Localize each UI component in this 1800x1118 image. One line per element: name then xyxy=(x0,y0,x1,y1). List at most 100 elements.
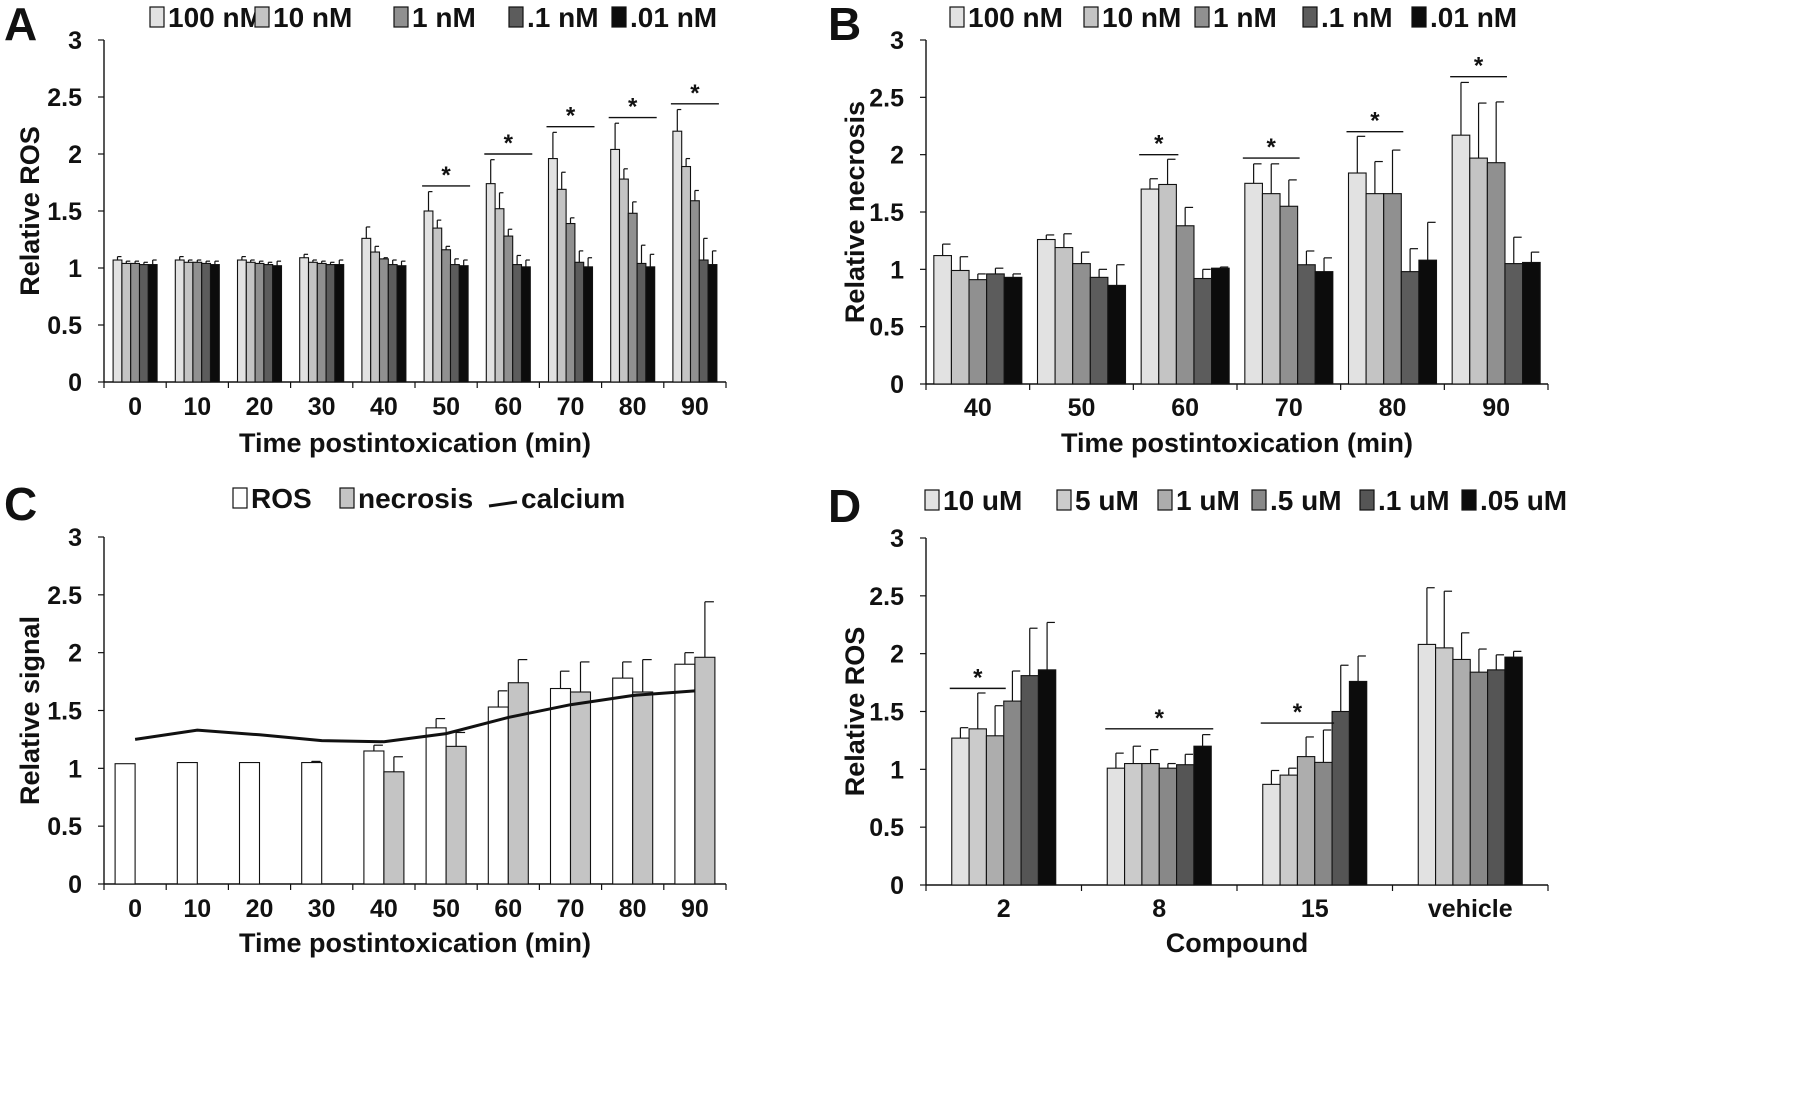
bar xyxy=(951,737,970,886)
x-tick-label: 50 xyxy=(432,895,460,923)
x-tick-label: 60 xyxy=(1171,394,1199,422)
legend-label: 10 nM xyxy=(273,2,352,33)
legend-label: 10 nM xyxy=(1102,2,1181,33)
bar xyxy=(209,264,220,383)
y-tick-label: 3 xyxy=(890,27,904,55)
bar xyxy=(1262,783,1281,886)
y-tick-label: 0.5 xyxy=(869,314,904,342)
legend-label: .1 nM xyxy=(527,2,599,33)
bar xyxy=(1522,261,1541,385)
x-tick-label: 40 xyxy=(370,393,398,421)
bar xyxy=(238,761,261,885)
bar xyxy=(1417,643,1437,886)
bar xyxy=(689,200,700,383)
y-tick-label: 2 xyxy=(890,142,904,170)
legend-swatch xyxy=(149,6,165,28)
bar xyxy=(1469,157,1488,385)
bar xyxy=(263,264,274,383)
bar xyxy=(556,188,567,383)
bar xyxy=(1054,246,1074,385)
y-tick-label: 1 xyxy=(68,755,82,783)
bar xyxy=(1314,271,1334,385)
x-tick-label: 10 xyxy=(183,393,211,421)
x-tick-label: 0 xyxy=(128,895,142,923)
bar xyxy=(307,261,318,383)
y-tick-label: 3 xyxy=(68,27,82,55)
legend-label: .05 uM xyxy=(1480,485,1567,516)
bar xyxy=(549,687,572,885)
bar xyxy=(1193,745,1212,886)
y-tick-label: 0 xyxy=(68,871,82,899)
legend-label: 1 uM xyxy=(1176,485,1240,516)
bar xyxy=(423,210,434,383)
panel-c: C ROS necrosis calcium 0 0.5 1 1.5 2 2.5 3 Relative… xyxy=(4,478,727,958)
y-tick-label: 1 xyxy=(890,256,904,284)
legend: 10 uM 5 uM 1 uM .5 uM .1 uM .05 uM xyxy=(924,485,1567,516)
legend-swatch xyxy=(1251,489,1267,511)
y-tick-label: 0 xyxy=(890,371,904,399)
x-tick-label: 80 xyxy=(1379,394,1407,422)
legend-swatch xyxy=(1056,489,1072,511)
bar xyxy=(316,262,327,383)
x-tick-label: 30 xyxy=(308,393,336,421)
bar xyxy=(520,266,531,383)
x-tick-label: 40 xyxy=(964,394,992,422)
bar xyxy=(485,183,496,383)
significance: * * * * xyxy=(1139,53,1507,161)
legend-swatch xyxy=(1411,6,1427,28)
bars xyxy=(933,81,1541,385)
legend-label: .5 uM xyxy=(1270,485,1342,516)
bar xyxy=(1176,764,1195,886)
bars xyxy=(951,587,1523,886)
y-axis: 0 0.5 1 1.5 2 2.5 3 xyxy=(869,27,927,399)
legend-swatch-line xyxy=(488,500,518,508)
bar xyxy=(494,208,505,383)
bar xyxy=(254,262,265,383)
x-tick-label: vehicle xyxy=(1428,895,1513,923)
y-axis: 0 0.5 1 1.5 2 2.5 3 xyxy=(47,27,105,397)
legend-label: 1 nM xyxy=(1213,2,1277,33)
bar xyxy=(458,265,469,383)
bar xyxy=(1089,276,1109,385)
bar xyxy=(201,262,212,383)
bar xyxy=(299,257,310,383)
legend-swatch xyxy=(1359,489,1375,511)
legend-label: 100 nM xyxy=(168,2,263,33)
panel-letter: B xyxy=(828,0,861,50)
legend-label: .1 uM xyxy=(1378,485,1450,516)
bar xyxy=(487,706,509,885)
significance-star: * xyxy=(1474,53,1484,80)
legend-label: 1 nM xyxy=(412,2,476,33)
bar xyxy=(574,261,585,383)
x-axis: 2 8 15 vehicle xyxy=(925,884,1549,923)
significance-star: * xyxy=(1267,134,1277,161)
legend-label: .1 nM xyxy=(1321,2,1393,33)
bar xyxy=(610,148,621,383)
panel-d: D 10 uM 5 uM 1 uM .5 uM .1 uM .05 uM00.511.522… xyxy=(828,480,1567,958)
significance: * * * xyxy=(949,664,1335,732)
legend-swatch xyxy=(254,6,270,28)
y-tick-label: 0.5 xyxy=(869,814,904,842)
bar xyxy=(334,264,345,383)
bar xyxy=(1348,680,1368,886)
bar xyxy=(1487,669,1506,886)
y-axis-title: Relative necrosis xyxy=(840,101,870,323)
y-axis-title: Relative signal xyxy=(15,616,45,805)
bar xyxy=(1140,188,1160,385)
bar xyxy=(1211,267,1230,385)
bar xyxy=(1107,284,1127,385)
y-tick-label: 2.5 xyxy=(869,84,904,112)
legend-swatch xyxy=(1302,6,1318,28)
x-axis: 0 10 20 30 40 50 60 70 80 90 xyxy=(103,883,727,923)
x-tick-label: 90 xyxy=(1482,394,1510,422)
bar xyxy=(449,264,460,383)
bar xyxy=(565,222,576,383)
bar xyxy=(672,130,683,383)
y-tick-label: 1 xyxy=(890,756,904,784)
y-tick-label: 1.5 xyxy=(47,198,82,226)
legend: 100 nM 10 nM 1 nM .1 nM .01 nM xyxy=(149,2,717,33)
bar xyxy=(432,227,443,383)
legend-swatch xyxy=(1461,489,1477,511)
bar xyxy=(112,259,123,383)
bar xyxy=(1451,134,1471,385)
